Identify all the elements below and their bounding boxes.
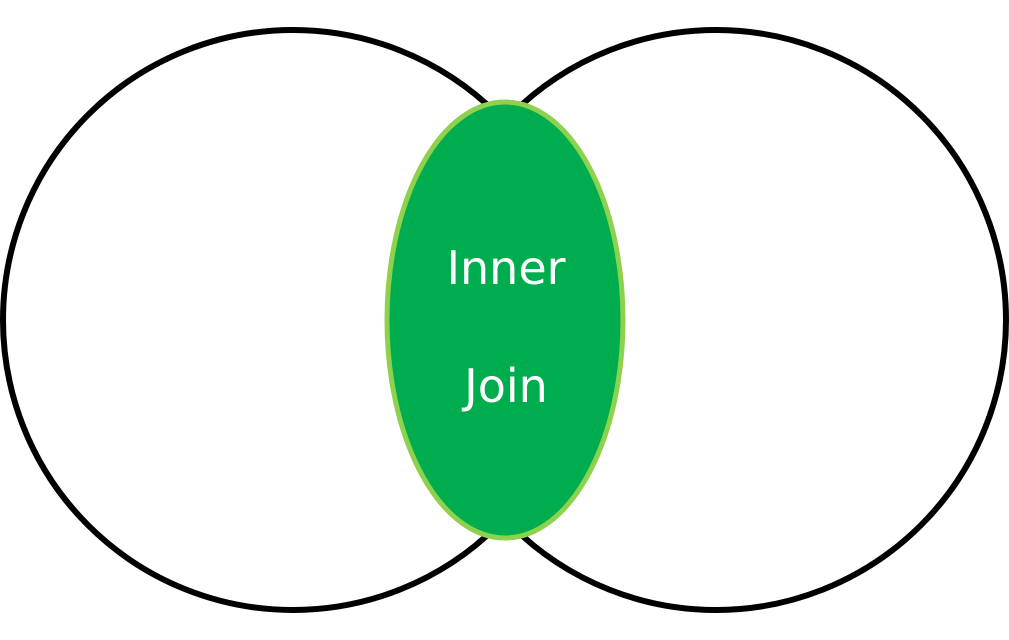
inner-join-intersection	[384, 99, 626, 541]
intersection-label-line1: Inner	[446, 241, 565, 295]
intersection-label-line2: Join	[461, 359, 548, 413]
